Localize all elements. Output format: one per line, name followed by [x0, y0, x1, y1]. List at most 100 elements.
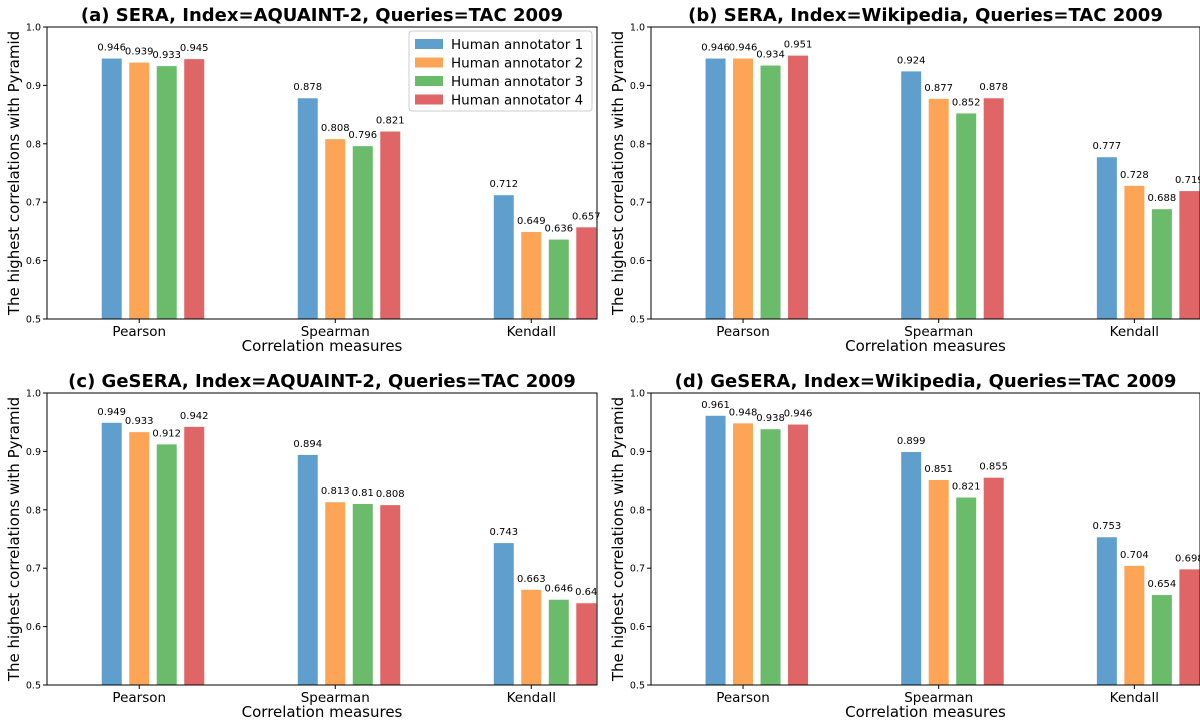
y-tick-label: 0.9: [26, 81, 41, 92]
legend-swatch: [415, 57, 443, 68]
data-label: 0.938: [756, 413, 785, 424]
x-tick-label: Kendall: [1110, 324, 1159, 340]
bar-series-4-kendall: [576, 227, 597, 319]
legend-swatch: [415, 39, 443, 49]
data-label: 0.894: [293, 439, 322, 450]
y-tick-label: 0.8: [26, 139, 41, 150]
bar-series-1-spearman: [901, 71, 922, 319]
bar-series-1-spearman: [297, 98, 318, 319]
bar-series-2-pearson: [129, 432, 150, 685]
legend-swatch: [415, 94, 443, 105]
data-label: 0.821: [952, 482, 981, 493]
data-label: 0.753: [1093, 521, 1122, 532]
bar-series-1-pearson: [101, 422, 122, 685]
bar-series-2-spearman: [325, 139, 346, 319]
bar-series-3-spearman: [956, 113, 977, 319]
plot-frame: [46, 26, 598, 320]
data-label: 0.933: [125, 416, 154, 427]
x-tick-label: Kendall: [507, 324, 556, 340]
bar-series-2-kendall: [521, 589, 542, 685]
y-tick-label: 0.6: [630, 622, 645, 633]
y-axis-label: The highest correlations with Pyramid: [5, 31, 23, 316]
x-tick-label: Spearman: [904, 690, 973, 706]
bar-series-1-spearman: [901, 451, 922, 685]
data-label: 0.942: [180, 411, 209, 422]
data-label: 0.777: [1093, 141, 1122, 152]
data-label: 0.949: [97, 407, 126, 418]
data-label: 0.808: [376, 489, 405, 500]
bar-series-4-spearman: [380, 505, 401, 685]
legend-label: Human annotator 1: [451, 37, 583, 53]
y-tick-label: 0.7: [26, 564, 41, 575]
chart-panel-2: (b) SERA, Index=Wikipedia, Queries=TAC 2…: [609, 5, 1200, 355]
legend-swatch: [415, 76, 443, 86]
legend-box: [408, 30, 593, 112]
plot-frame: [650, 392, 1200, 686]
y-tick-label: 0.5: [26, 681, 41, 692]
data-label: 0.719: [1175, 175, 1200, 186]
x-axis-label: Correlation measures: [242, 337, 403, 355]
chart-title: (d) GeSERA, Index=Wikipedia, Queries=TAC…: [675, 371, 1177, 392]
y-tick-label: 1.0: [26, 23, 41, 34]
bar-series-1-pearson: [101, 58, 122, 319]
y-tick-label: 0.6: [630, 256, 645, 267]
bar-series-4-pearson: [184, 426, 205, 685]
bar-series-1-kendall: [493, 195, 514, 319]
bar-series-3-kendall: [1151, 595, 1172, 685]
data-label: 0.636: [544, 224, 573, 235]
bar-series-1-spearman: [297, 454, 318, 685]
data-label: 0.663: [517, 574, 546, 585]
bar-series-2-kendall: [521, 231, 542, 319]
data-label: 0.961: [701, 400, 730, 411]
bar-series-2-pearson: [733, 58, 754, 319]
y-axis-label: The highest correlations with Pyramid: [609, 397, 627, 682]
x-tick-label: Pearson: [716, 690, 770, 706]
bar-series-3-kendall: [548, 239, 569, 319]
bar-series-3-pearson: [760, 65, 781, 319]
data-label: 0.933: [152, 50, 181, 61]
data-label: 0.688: [1148, 193, 1177, 204]
plot-frame: [650, 26, 1200, 320]
bar-series-2-pearson: [733, 423, 754, 685]
y-tick-label: 0.7: [630, 198, 645, 209]
y-tick-label: 0.7: [630, 564, 645, 575]
data-label: 0.946: [97, 43, 126, 54]
data-label: 0.796: [348, 130, 377, 141]
bar-series-4-pearson: [788, 55, 809, 320]
bar-series-3-spearman: [352, 146, 373, 319]
bar-series-2-pearson: [129, 62, 150, 320]
y-tick-label: 1.0: [26, 389, 41, 400]
bar-series-2-spearman: [928, 480, 949, 685]
y-tick-label: 0.5: [630, 315, 645, 326]
chart-panel-3: (c) GeSERA, Index=AQUAINT-2, Queries=TAC…: [5, 371, 598, 721]
x-axis-label: Correlation measures: [845, 337, 1006, 355]
data-label: 0.743: [489, 527, 518, 538]
data-label: 0.821: [376, 116, 405, 127]
data-label: 0.657: [572, 211, 601, 222]
plot-frame: [46, 392, 598, 686]
data-label: 0.649: [517, 216, 546, 227]
bar-series-2-kendall: [1124, 565, 1145, 685]
chart-title: (c) GeSERA, Index=AQUAINT-2, Queries=TAC…: [68, 371, 576, 392]
data-label: 0.81: [352, 488, 374, 499]
data-label: 0.808: [321, 123, 350, 134]
data-label: 0.878: [979, 82, 1008, 93]
y-tick-label: 0.8: [630, 139, 645, 150]
y-axis-label: The highest correlations with Pyramid: [609, 31, 627, 316]
x-tick-label: Spearman: [904, 324, 973, 340]
y-tick-label: 0.5: [630, 681, 645, 692]
bar-series-2-spearman: [928, 98, 949, 319]
bar-series-4-kendall: [1179, 569, 1200, 685]
bar-series-1-kendall: [493, 543, 514, 685]
bar-series-1-pearson: [705, 415, 726, 685]
bar-series-4-pearson: [788, 424, 809, 685]
chart-panel-1: (a) SERA, Index=AQUAINT-2, Queries=TAC 2…: [5, 5, 601, 355]
bar-series-3-kendall: [548, 599, 569, 685]
data-label: 0.924: [897, 55, 926, 66]
x-tick-label: Pearson: [112, 690, 166, 706]
y-tick-label: 0.8: [26, 505, 41, 516]
bar-series-4-kendall: [1179, 191, 1200, 319]
x-tick-label: Spearman: [301, 324, 370, 340]
x-tick-label: Spearman: [301, 690, 370, 706]
